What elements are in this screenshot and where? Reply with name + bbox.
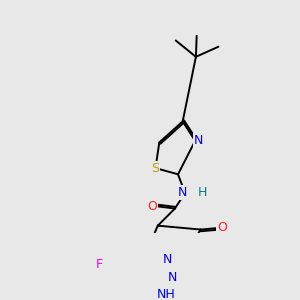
Text: N: N [168, 271, 177, 284]
Text: O: O [218, 221, 227, 235]
Text: N: N [194, 134, 203, 147]
Text: H: H [197, 187, 207, 200]
Text: N: N [162, 254, 172, 266]
Text: N: N [178, 187, 188, 200]
Text: F: F [96, 258, 103, 271]
Text: S: S [151, 162, 159, 175]
Text: NH: NH [157, 288, 176, 300]
Text: O: O [147, 200, 157, 213]
